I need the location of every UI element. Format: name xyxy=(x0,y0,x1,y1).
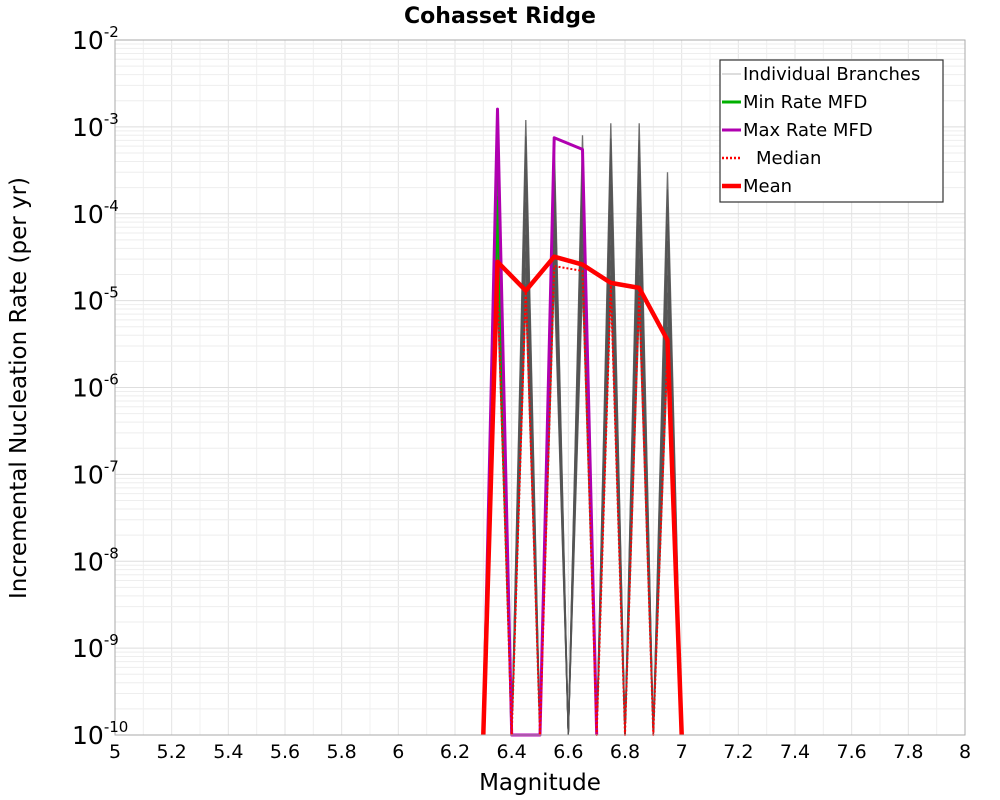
y-tick-label: 10-6 xyxy=(72,371,119,403)
y-tick-label: 10-4 xyxy=(72,197,119,229)
y-tick-label: 10-2 xyxy=(72,23,119,55)
legend-label: Individual Branches xyxy=(743,64,920,85)
x-tick-label: 8 xyxy=(959,741,971,763)
x-tick-label: 6.6 xyxy=(553,741,583,763)
x-axis-title: Magnitude xyxy=(479,770,601,796)
x-tick-label: 5.2 xyxy=(157,741,187,763)
x-tick-label: 6.8 xyxy=(610,741,640,763)
series-mean xyxy=(481,254,684,736)
x-tick-label: 6.4 xyxy=(497,741,527,763)
x-tick-label: 7.8 xyxy=(893,741,923,763)
y-tick-label: 10-3 xyxy=(72,110,119,142)
series-median xyxy=(482,265,683,736)
x-tick-label: 5 xyxy=(109,741,121,763)
y-tick-label: 10-8 xyxy=(72,544,119,576)
y-tick-label: 10-7 xyxy=(72,457,119,489)
legend-label: Mean xyxy=(743,176,792,197)
y-tick-label: 10-10 xyxy=(72,718,128,750)
legend-box xyxy=(719,59,944,203)
x-tick-label: 7.6 xyxy=(837,741,867,763)
y-axis-title: Incremental Nucleation Rate (per yr) xyxy=(6,177,32,599)
x-tick-label: 5.6 xyxy=(270,741,300,763)
y-tick-label: 10-5 xyxy=(72,284,119,316)
x-tick-label: 6 xyxy=(392,741,404,763)
legend-label: Min Rate MFD xyxy=(743,92,867,113)
legend-label: Median xyxy=(756,148,821,169)
y-tick-label: 10-9 xyxy=(72,631,119,663)
y-axis-ticks: 10-10 10-9 10-8 10-7 10-6 10-5 10-4 10-3 10-2 xyxy=(72,23,128,750)
x-tick-label: 5.4 xyxy=(213,741,243,763)
branch-line xyxy=(482,140,683,736)
legend: Individual Branches Min Rate MFD Max Rate … xyxy=(719,59,944,203)
x-tick-label: 7.4 xyxy=(780,741,810,763)
chart-title: Cohasset Ridge xyxy=(404,4,596,29)
x-tick-label: 7.2 xyxy=(723,741,753,763)
x-tick-label: 5.8 xyxy=(327,741,357,763)
x-tick-label: 7 xyxy=(676,741,688,763)
x-tick-label: 6.2 xyxy=(440,741,470,763)
legend-label: Max Rate MFD xyxy=(743,120,873,141)
x-axis-ticks: 5 5.2 5.4 5.6 5.8 6 6.2 6.4 6.6 6.8 7 7.2 7.4 7.6 7.8 8 xyxy=(109,741,971,763)
plot-frame xyxy=(114,39,966,736)
grid xyxy=(114,40,966,736)
